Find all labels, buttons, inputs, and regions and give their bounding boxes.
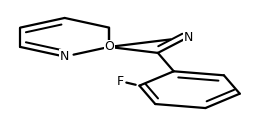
Text: N: N	[60, 50, 69, 63]
Text: O: O	[104, 40, 114, 53]
Text: N: N	[183, 31, 193, 44]
Text: F: F	[117, 75, 124, 88]
